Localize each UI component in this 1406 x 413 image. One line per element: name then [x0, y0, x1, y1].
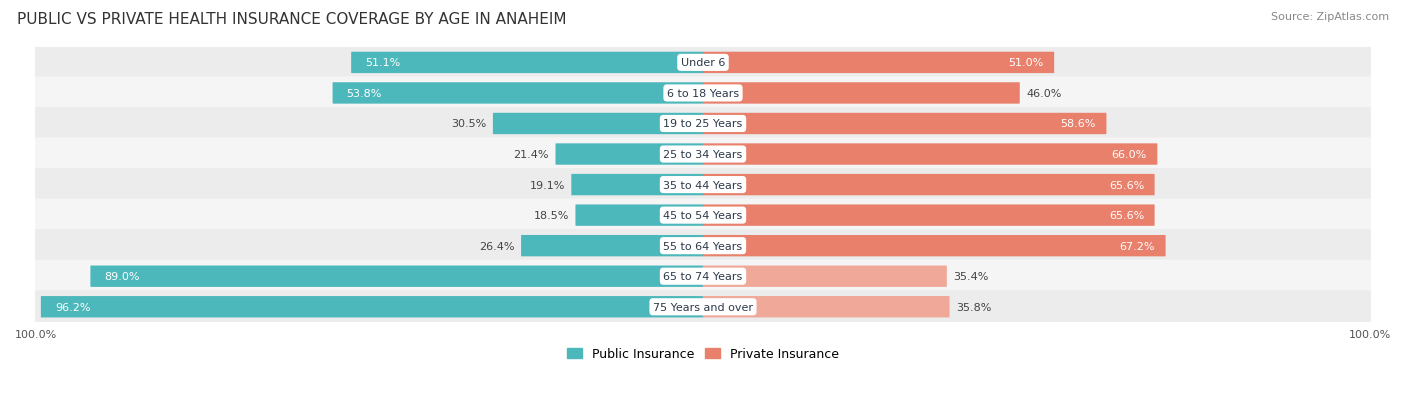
Legend: Public Insurance, Private Insurance: Public Insurance, Private Insurance	[562, 342, 844, 366]
Text: 53.8%: 53.8%	[347, 89, 382, 99]
Text: 51.0%: 51.0%	[1008, 58, 1043, 68]
FancyBboxPatch shape	[90, 266, 703, 287]
FancyBboxPatch shape	[35, 169, 1371, 202]
FancyBboxPatch shape	[703, 144, 1157, 165]
Text: 45 to 54 Years: 45 to 54 Years	[664, 211, 742, 221]
Text: 18.5%: 18.5%	[533, 211, 569, 221]
FancyBboxPatch shape	[41, 297, 703, 318]
Text: Under 6: Under 6	[681, 58, 725, 68]
FancyBboxPatch shape	[35, 291, 1371, 323]
Text: 65.6%: 65.6%	[1109, 180, 1144, 190]
Text: 19.1%: 19.1%	[529, 180, 565, 190]
Text: 96.2%: 96.2%	[55, 302, 90, 312]
Text: Source: ZipAtlas.com: Source: ZipAtlas.com	[1271, 12, 1389, 22]
Text: 100.0%: 100.0%	[1348, 329, 1391, 339]
Text: 100.0%: 100.0%	[15, 329, 58, 339]
FancyBboxPatch shape	[494, 114, 703, 135]
Text: 65.6%: 65.6%	[1109, 211, 1144, 221]
FancyBboxPatch shape	[575, 205, 703, 226]
Text: PUBLIC VS PRIVATE HEALTH INSURANCE COVERAGE BY AGE IN ANAHEIM: PUBLIC VS PRIVATE HEALTH INSURANCE COVER…	[17, 12, 567, 27]
Text: 58.6%: 58.6%	[1060, 119, 1095, 129]
Text: 66.0%: 66.0%	[1112, 150, 1147, 160]
FancyBboxPatch shape	[703, 235, 1166, 257]
FancyBboxPatch shape	[522, 235, 703, 257]
Text: 55 to 64 Years: 55 to 64 Years	[664, 241, 742, 251]
FancyBboxPatch shape	[35, 199, 1371, 232]
Text: 19 to 25 Years: 19 to 25 Years	[664, 119, 742, 129]
FancyBboxPatch shape	[703, 297, 949, 318]
FancyBboxPatch shape	[703, 266, 946, 287]
Text: 46.0%: 46.0%	[1026, 89, 1062, 99]
FancyBboxPatch shape	[703, 205, 1154, 226]
FancyBboxPatch shape	[333, 83, 703, 104]
FancyBboxPatch shape	[555, 144, 703, 165]
FancyBboxPatch shape	[703, 52, 1054, 74]
FancyBboxPatch shape	[35, 138, 1371, 171]
Text: 89.0%: 89.0%	[104, 272, 141, 282]
Text: 35.8%: 35.8%	[956, 302, 991, 312]
Text: 35 to 44 Years: 35 to 44 Years	[664, 180, 742, 190]
Text: 35.4%: 35.4%	[953, 272, 988, 282]
FancyBboxPatch shape	[35, 47, 1371, 80]
FancyBboxPatch shape	[703, 83, 1019, 104]
Text: 51.1%: 51.1%	[366, 58, 401, 68]
FancyBboxPatch shape	[35, 230, 1371, 263]
Text: 67.2%: 67.2%	[1119, 241, 1154, 251]
FancyBboxPatch shape	[35, 77, 1371, 110]
Text: 25 to 34 Years: 25 to 34 Years	[664, 150, 742, 160]
Text: 65 to 74 Years: 65 to 74 Years	[664, 272, 742, 282]
FancyBboxPatch shape	[35, 260, 1371, 293]
Text: 30.5%: 30.5%	[451, 119, 486, 129]
Text: 75 Years and over: 75 Years and over	[652, 302, 754, 312]
FancyBboxPatch shape	[571, 174, 703, 196]
Text: 6 to 18 Years: 6 to 18 Years	[666, 89, 740, 99]
FancyBboxPatch shape	[352, 52, 703, 74]
Text: 26.4%: 26.4%	[479, 241, 515, 251]
FancyBboxPatch shape	[703, 174, 1154, 196]
FancyBboxPatch shape	[35, 108, 1371, 141]
Text: 21.4%: 21.4%	[513, 150, 548, 160]
FancyBboxPatch shape	[703, 114, 1107, 135]
